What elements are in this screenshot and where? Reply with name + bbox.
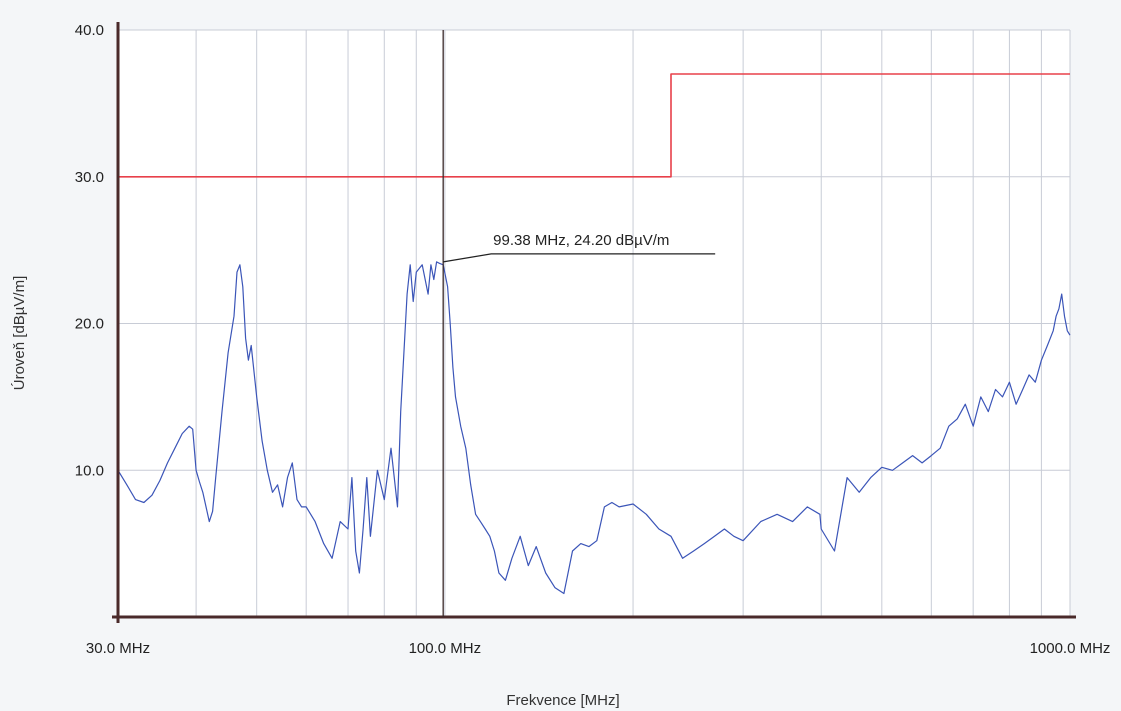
y-tick-label: 30.0 [75, 169, 104, 186]
y-tick-label: 40.0 [75, 22, 104, 39]
annotations: 99.38 MHz, 24.20 dBµV/m [442, 30, 716, 617]
y-axis-label: Úroveň [dBµV/m] [11, 276, 28, 391]
limit-line [118, 73, 1070, 178]
y-tick-label: 20.0 [75, 316, 104, 333]
series-layer [117, 73, 1071, 595]
x-tick-label: 1000.0 MHz [1030, 640, 1111, 657]
marker-leader-line [443, 253, 716, 263]
x-tick-label: 100.0 MHz [409, 640, 482, 657]
marker-label: 99.38 MHz, 24.20 dBµV/m [493, 232, 669, 249]
axes [112, 22, 1076, 623]
x-tick-label: 30.0 MHz [86, 640, 150, 657]
tick-labels: 10.0 20.0 30.0 40.0 30.0 MHz 100.0 MHz 1000.0 … [75, 22, 1111, 657]
measurement-trace [117, 261, 1071, 595]
x-axis-label: Frekvence [MHz] [506, 692, 619, 709]
y-tick-label: 10.0 [75, 462, 104, 479]
